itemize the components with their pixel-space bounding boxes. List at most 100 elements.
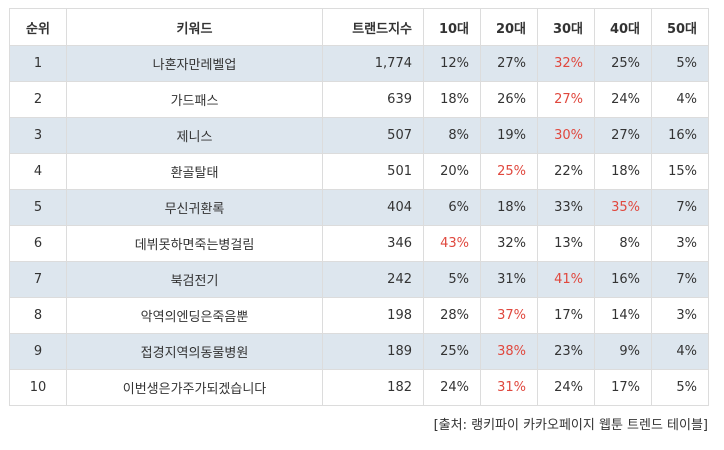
age-share-cell: 28% bbox=[423, 297, 481, 334]
rank-cell: 3 bbox=[9, 117, 67, 154]
table-row: 7 북검전기 242 5% 31% 41% 16% 7% bbox=[9, 261, 709, 298]
age-share-cell: 24% bbox=[423, 369, 481, 406]
age-share-cell: 30% bbox=[537, 117, 595, 154]
age-share-cell: 14% bbox=[594, 297, 652, 334]
trend-index-cell: 639 bbox=[322, 81, 424, 118]
table-row: 4 환골탈태 501 20% 25% 22% 18% 15% bbox=[9, 153, 709, 190]
age-share-cell: 41% bbox=[537, 261, 595, 298]
source-caption: [출처: 랭키파이 카카오페이지 웹툰 트렌드 테이블] bbox=[433, 418, 708, 433]
age-share-cell: 17% bbox=[594, 369, 652, 406]
age-share-cell: 33% bbox=[537, 189, 595, 226]
trend-table: 순위 키워드 트랜드지수 10대 20대 30대 40대 50대 1 나혼자만레벨… bbox=[9, 8, 709, 406]
age-share-cell: 27% bbox=[537, 81, 595, 118]
keyword-cell: 북검전기 bbox=[66, 261, 323, 298]
age-share-cell: 15% bbox=[651, 153, 709, 190]
age-share-cell: 8% bbox=[594, 225, 652, 262]
age-share-cell: 27% bbox=[594, 117, 652, 154]
age-share-cell: 3% bbox=[651, 297, 709, 334]
rank-cell: 6 bbox=[9, 225, 67, 262]
age-share-cell: 17% bbox=[537, 297, 595, 334]
age-share-cell: 26% bbox=[480, 81, 538, 118]
header-keyword: 키워드 bbox=[66, 8, 323, 46]
trend-index-cell: 198 bbox=[322, 297, 424, 334]
age-share-cell: 4% bbox=[651, 333, 709, 370]
age-share-cell: 18% bbox=[594, 153, 652, 190]
trend-index-cell: 182 bbox=[322, 369, 424, 406]
age-share-cell: 18% bbox=[423, 81, 481, 118]
age-share-cell: 7% bbox=[651, 261, 709, 298]
keyword-cell: 나혼자만레벨업 bbox=[66, 45, 323, 82]
header-age-50s: 50대 bbox=[651, 8, 709, 46]
age-share-cell: 32% bbox=[480, 225, 538, 262]
table-row: 5 무신귀환록 404 6% 18% 33% 35% 7% bbox=[9, 189, 709, 226]
age-share-cell: 5% bbox=[651, 369, 709, 406]
age-share-cell: 32% bbox=[537, 45, 595, 82]
age-share-cell: 22% bbox=[537, 153, 595, 190]
header-age-40s: 40대 bbox=[594, 8, 652, 46]
age-share-cell: 27% bbox=[480, 45, 538, 82]
trend-index-cell: 346 bbox=[322, 225, 424, 262]
age-share-cell: 13% bbox=[537, 225, 595, 262]
table-row: 1 나혼자만레벨업 1,774 12% 27% 32% 25% 5% bbox=[9, 45, 709, 82]
keyword-cell: 제니스 bbox=[66, 117, 323, 154]
age-share-cell: 8% bbox=[423, 117, 481, 154]
age-share-cell: 16% bbox=[651, 117, 709, 154]
header-age-20s: 20대 bbox=[480, 8, 538, 46]
table-row: 10 이번생은가주가되겠습니다 182 24% 31% 24% 17% 5% bbox=[9, 369, 709, 406]
keyword-cell: 악역의엔딩은죽음뿐 bbox=[66, 297, 323, 334]
table-row: 6 데뷔못하면죽는병걸림 346 43% 32% 13% 8% 3% bbox=[9, 225, 709, 262]
trend-index-cell: 1,774 bbox=[322, 45, 424, 82]
age-share-cell: 4% bbox=[651, 81, 709, 118]
table-row: 2 가드패스 639 18% 26% 27% 24% 4% bbox=[9, 81, 709, 118]
trend-index-cell: 507 bbox=[322, 117, 424, 154]
age-share-cell: 12% bbox=[423, 45, 481, 82]
trend-index-cell: 189 bbox=[322, 333, 424, 370]
rank-cell: 4 bbox=[9, 153, 67, 190]
age-share-cell: 5% bbox=[423, 261, 481, 298]
rank-cell: 5 bbox=[9, 189, 67, 226]
rank-cell: 8 bbox=[9, 297, 67, 334]
keyword-cell: 데뷔못하면죽는병걸림 bbox=[66, 225, 323, 262]
age-share-cell: 9% bbox=[594, 333, 652, 370]
age-share-cell: 24% bbox=[594, 81, 652, 118]
age-share-cell: 3% bbox=[651, 225, 709, 262]
table-row: 9 접경지역의동물병원 189 25% 38% 23% 9% 4% bbox=[9, 333, 709, 370]
keyword-cell: 환골탈태 bbox=[66, 153, 323, 190]
age-share-cell: 25% bbox=[594, 45, 652, 82]
age-share-cell: 6% bbox=[423, 189, 481, 226]
age-share-cell: 19% bbox=[480, 117, 538, 154]
rank-cell: 10 bbox=[9, 369, 67, 406]
header-age-30s: 30대 bbox=[537, 8, 595, 46]
keyword-cell: 이번생은가주가되겠습니다 bbox=[66, 369, 323, 406]
age-share-cell: 37% bbox=[480, 297, 538, 334]
keyword-cell: 가드패스 bbox=[66, 81, 323, 118]
keyword-cell: 접경지역의동물병원 bbox=[66, 333, 323, 370]
age-share-cell: 43% bbox=[423, 225, 481, 262]
table-row: 3 제니스 507 8% 19% 30% 27% 16% bbox=[9, 117, 709, 154]
age-share-cell: 20% bbox=[423, 153, 481, 190]
age-share-cell: 38% bbox=[480, 333, 538, 370]
age-share-cell: 16% bbox=[594, 261, 652, 298]
age-share-cell: 7% bbox=[651, 189, 709, 226]
table-row: 8 악역의엔딩은죽음뿐 198 28% 37% 17% 14% 3% bbox=[9, 297, 709, 334]
age-share-cell: 23% bbox=[537, 333, 595, 370]
rank-cell: 1 bbox=[9, 45, 67, 82]
rank-cell: 2 bbox=[9, 81, 67, 118]
rank-cell: 9 bbox=[9, 333, 67, 370]
age-share-cell: 24% bbox=[537, 369, 595, 406]
header-rank: 순위 bbox=[9, 8, 67, 46]
trend-index-cell: 501 bbox=[322, 153, 424, 190]
age-share-cell: 31% bbox=[480, 261, 538, 298]
table-header-row: 순위 키워드 트랜드지수 10대 20대 30대 40대 50대 bbox=[9, 8, 709, 46]
age-share-cell: 25% bbox=[423, 333, 481, 370]
keyword-cell: 무신귀환록 bbox=[66, 189, 323, 226]
header-trend-index: 트랜드지수 bbox=[322, 8, 424, 46]
header-age-10s: 10대 bbox=[423, 8, 481, 46]
age-share-cell: 18% bbox=[480, 189, 538, 226]
age-share-cell: 5% bbox=[651, 45, 709, 82]
trend-index-cell: 242 bbox=[322, 261, 424, 298]
age-share-cell: 25% bbox=[480, 153, 538, 190]
age-share-cell: 35% bbox=[594, 189, 652, 226]
age-share-cell: 31% bbox=[480, 369, 538, 406]
